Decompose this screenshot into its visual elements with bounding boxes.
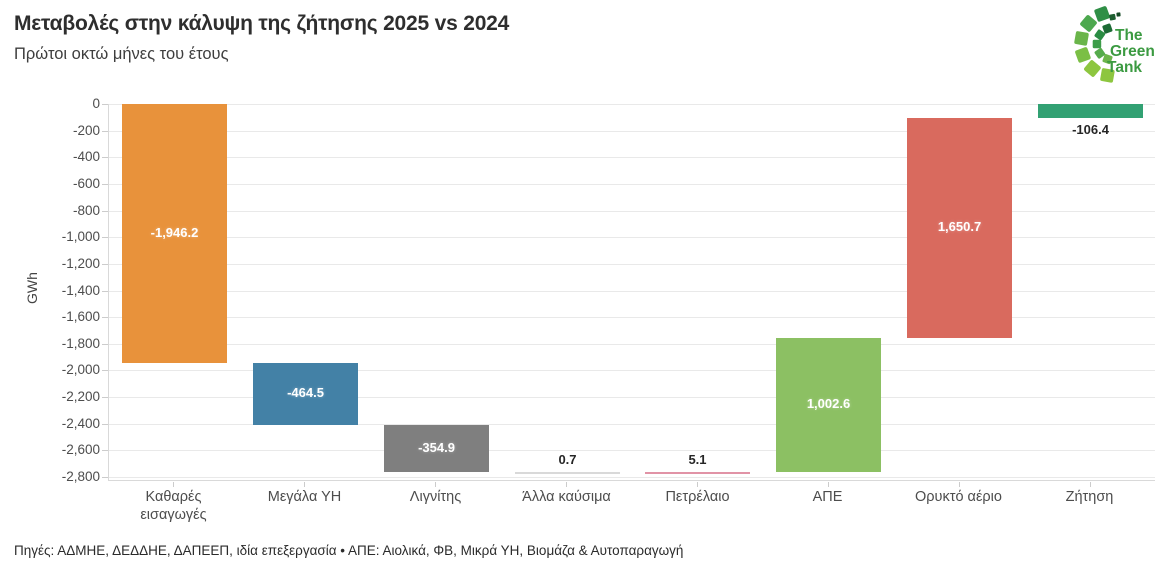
waterfall-bar[interactable] bbox=[515, 472, 620, 474]
waterfall-bar[interactable] bbox=[776, 338, 881, 472]
green-tank-logo-icon: The Green Tank bbox=[1074, 6, 1155, 83]
bar-value-label: 5.1 bbox=[688, 452, 707, 467]
logo-word-the: The bbox=[1115, 27, 1143, 44]
gridline bbox=[109, 104, 1155, 105]
bar-value-label: 1,002.6 bbox=[806, 396, 851, 411]
x-axis-label: Άλλα καύσιμα bbox=[522, 489, 611, 505]
chart-subtitle: Πρώτοι οκτώ μήνες του έτους bbox=[14, 45, 229, 63]
gridline bbox=[109, 317, 1155, 318]
x-axis-label: Μεγάλα ΥΗ bbox=[267, 489, 342, 505]
source-note: Πηγές: ΑΔΜΗΕ, ΔΕΔΔΗΕ, ΔΑΠΕΕΠ, ιδία επεξε… bbox=[14, 543, 684, 558]
gridline bbox=[109, 264, 1155, 265]
y-axis-tick-label: -400 bbox=[72, 149, 100, 164]
bar-value-label: -464.5 bbox=[287, 385, 324, 400]
waterfall-bar[interactable] bbox=[253, 363, 358, 425]
logo-word-green: Green bbox=[1110, 43, 1155, 60]
gridline bbox=[109, 184, 1155, 185]
y-axis: 0 -200 -400 -600 -800 -1,000 -1,200 -1,400 -1,60… bbox=[0, 96, 100, 484]
y-axis-tick-label: -2,800 bbox=[61, 469, 100, 484]
y-axis-tick-label: -1,800 bbox=[61, 336, 100, 351]
gridline bbox=[109, 450, 1155, 451]
y-tick-mark bbox=[102, 291, 108, 292]
green-tank-logo: The Green Tank bbox=[1052, 5, 1162, 83]
waterfall-bar[interactable] bbox=[1038, 104, 1143, 118]
waterfall-bar[interactable] bbox=[384, 425, 489, 472]
y-tick-mark bbox=[102, 370, 108, 371]
x-axis: Καθαρές εισαγωγές Μεγάλα ΥΗ Λιγνίτης Άλλα κ… bbox=[108, 488, 1155, 532]
y-tick-mark bbox=[102, 450, 108, 451]
x-axis-label: Καθαρές εισαγωγές bbox=[140, 489, 207, 523]
y-tick-mark bbox=[102, 264, 108, 265]
x-tick-mark bbox=[173, 482, 174, 487]
gridline bbox=[109, 370, 1155, 371]
gridline bbox=[109, 291, 1155, 292]
bar-value-label: -106.4 bbox=[1072, 122, 1109, 137]
waterfall-bar[interactable] bbox=[907, 118, 1012, 338]
gridline bbox=[109, 211, 1155, 212]
y-axis-tick-label: -200 bbox=[72, 123, 100, 138]
gridline bbox=[109, 344, 1155, 345]
y-axis-tick-label: -2,200 bbox=[61, 389, 100, 404]
y-axis-tick-label: -1,600 bbox=[61, 309, 100, 324]
waterfall-bar[interactable] bbox=[122, 104, 227, 363]
waterfall-bar[interactable] bbox=[645, 472, 750, 474]
x-tick-mark bbox=[697, 482, 698, 487]
x-tick-mark bbox=[566, 482, 567, 487]
waterfall-chart: GWh 0 -200 -400 -600 -800 -1,000 -1,200 -1,400-… bbox=[0, 96, 1170, 534]
logo-word-tank: Tank bbox=[1107, 59, 1142, 76]
y-tick-mark bbox=[102, 131, 108, 132]
y-tick-mark bbox=[102, 424, 108, 425]
y-tick-mark bbox=[102, 237, 108, 238]
y-tick-mark bbox=[102, 104, 108, 105]
chart-header: Μεταβολές στην κάλυψη της ζήτησης 2025 v… bbox=[14, 12, 914, 64]
y-tick-mark bbox=[102, 477, 108, 478]
gridline bbox=[109, 477, 1155, 478]
x-tick-mark bbox=[828, 482, 829, 487]
y-axis-tick-label: -1,000 bbox=[61, 229, 100, 244]
gridline bbox=[109, 157, 1155, 158]
y-tick-mark bbox=[102, 344, 108, 345]
y-tick-mark bbox=[102, 317, 108, 318]
y-axis-tick-label: -2,400 bbox=[61, 416, 100, 431]
x-axis-label: Πετρέλαιο bbox=[665, 489, 730, 505]
chart-title: Μεταβολές στην κάλυψη της ζήτησης 2025 v… bbox=[14, 12, 510, 35]
bar-value-label: -1,946.2 bbox=[150, 225, 199, 240]
x-axis-label: Ζήτηση bbox=[1065, 489, 1114, 505]
y-tick-mark bbox=[102, 397, 108, 398]
bar-value-label: 0.7 bbox=[558, 452, 577, 467]
bar-value-label: -354.9 bbox=[418, 440, 455, 455]
y-axis-tick-label: -1,400 bbox=[61, 283, 100, 298]
y-axis-tick-label: 0 bbox=[92, 96, 100, 111]
gridline bbox=[109, 397, 1155, 398]
y-axis-tick-label: -2,000 bbox=[61, 362, 100, 377]
y-axis-tick-label: -600 bbox=[72, 176, 100, 191]
x-axis-label: ΑΠΕ bbox=[812, 489, 843, 505]
y-axis-tick-label: -1,200 bbox=[61, 256, 100, 271]
y-tick-mark bbox=[102, 184, 108, 185]
x-tick-mark bbox=[435, 482, 436, 487]
y-axis-tick-label: -800 bbox=[72, 203, 100, 218]
plot-area: -1,946.2 -464.5 -354.9 0.7 5.1 1,002.6 1,650.7… bbox=[108, 104, 1155, 481]
x-axis-label: Λιγνίτης bbox=[409, 489, 462, 505]
x-tick-mark bbox=[1090, 482, 1091, 487]
y-axis-tick-label: -2,600 bbox=[61, 442, 100, 457]
x-axis-label: Ορυκτό αέριο bbox=[915, 489, 1002, 505]
y-tick-mark bbox=[102, 211, 108, 212]
gridline bbox=[109, 131, 1155, 132]
y-tick-mark bbox=[102, 157, 108, 158]
bar-value-label: 1,650.7 bbox=[937, 219, 982, 234]
x-tick-mark bbox=[304, 482, 305, 487]
gridline bbox=[109, 237, 1155, 238]
x-tick-mark bbox=[959, 482, 960, 487]
gridline bbox=[109, 424, 1155, 425]
